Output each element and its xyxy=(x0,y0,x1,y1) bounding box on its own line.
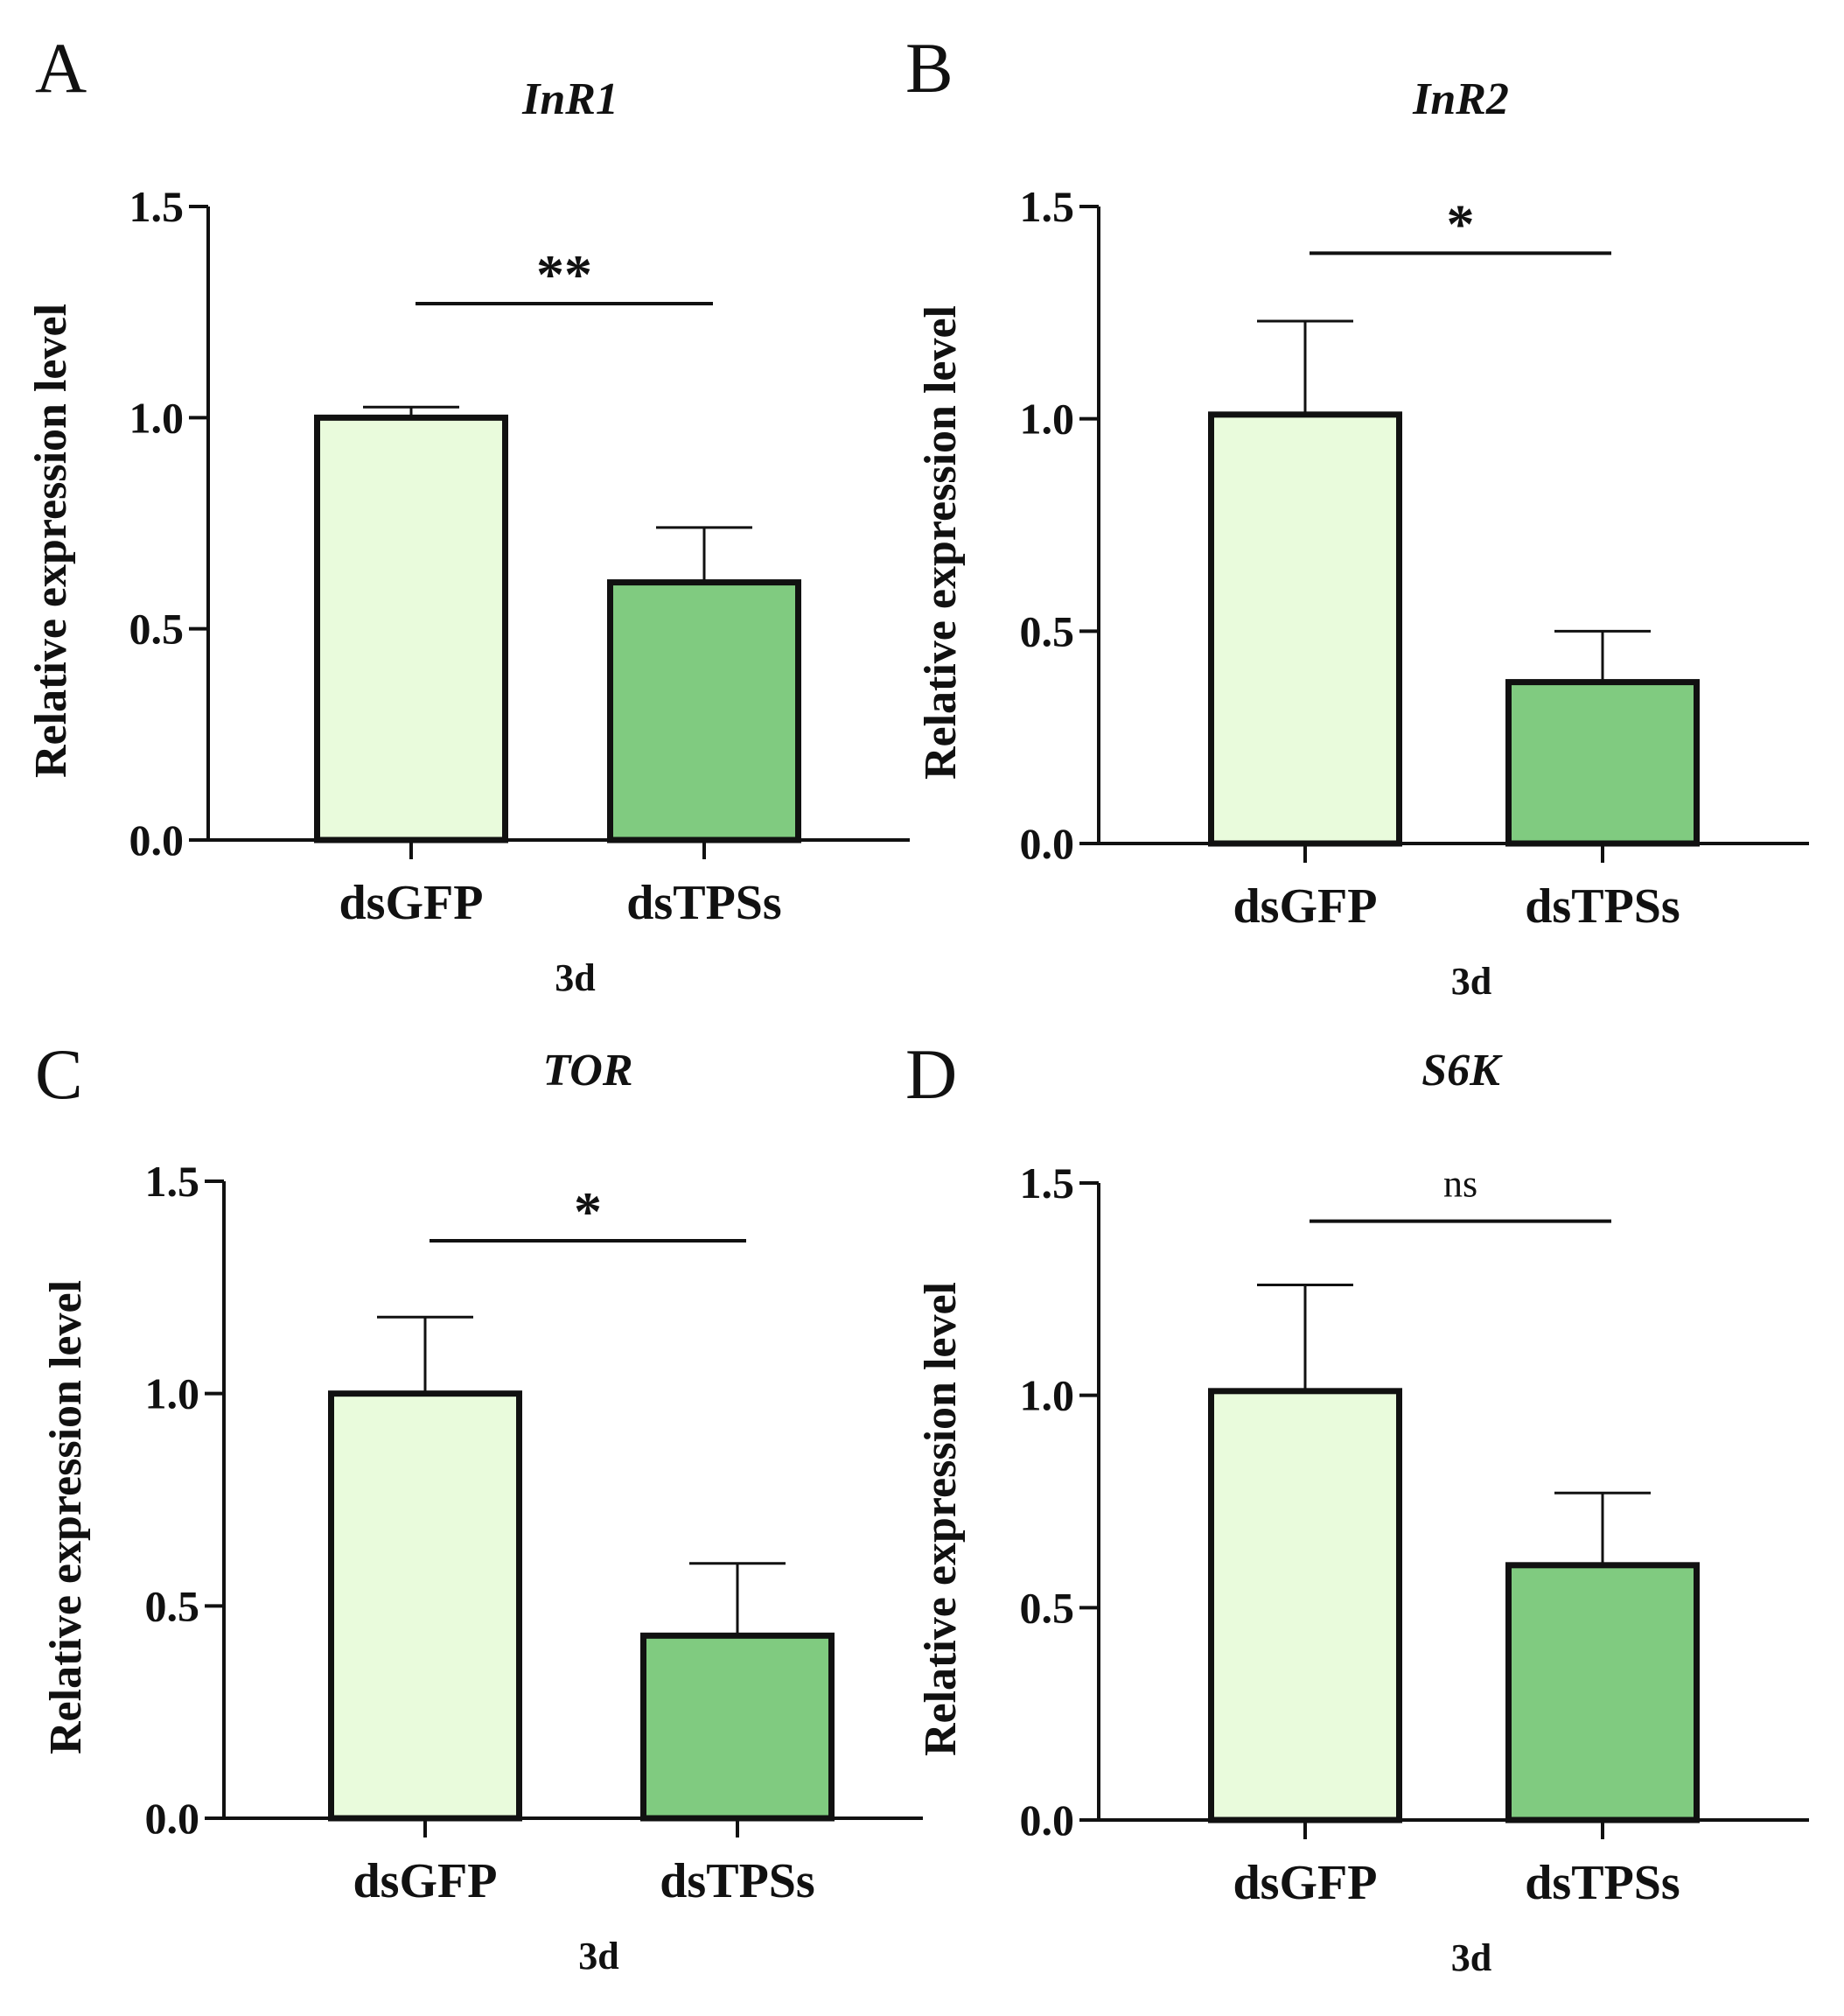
chart-title: S6K xyxy=(1421,1046,1503,1096)
x-axis-title: 3d xyxy=(1451,1936,1491,1979)
y-tick-label: 1.5 xyxy=(145,1157,200,1206)
x-axis-title: 3d xyxy=(555,956,595,999)
y-tick-label: 1.5 xyxy=(1020,182,1075,231)
bar-dsgfp xyxy=(328,1390,522,1822)
panel-d: D S6K 0.0 0.5 1.0 1.5 Relative expression leve… xyxy=(905,1034,1809,1979)
y-tick-label: 1.0 xyxy=(145,1369,200,1418)
panel-b: B InR2 0.0 0.5 1.0 1.5 Relative expression lev… xyxy=(905,28,1809,1003)
y-tick-label: 0.0 xyxy=(145,1794,200,1843)
y-tick-label: 0.5 xyxy=(129,605,185,654)
panel-letter: B xyxy=(905,28,953,108)
y-tick-label: 1.0 xyxy=(1020,1371,1075,1420)
x-tick-label: dsGFP xyxy=(339,876,484,930)
bar-dstpss xyxy=(640,1632,835,1822)
x-axis-title: 3d xyxy=(1451,960,1491,1003)
significance-label: * xyxy=(574,1180,602,1242)
y-tick-label: 0.0 xyxy=(129,816,185,864)
x-tick-label: dsGFP xyxy=(353,1854,498,1908)
bar-dsgfp xyxy=(1208,411,1402,847)
x-tick-label: dsTPSs xyxy=(626,876,781,930)
x-tick-label: dsTPSs xyxy=(1525,1856,1680,1910)
chart-title: InR1 xyxy=(521,74,618,124)
y-axis-title: Relative expression level xyxy=(26,304,76,778)
chart-title: InR2 xyxy=(1412,74,1509,124)
y-axis-title: Relative expression level xyxy=(916,305,966,780)
significance-label: * xyxy=(1447,192,1475,255)
panel-letter: D xyxy=(905,1034,957,1114)
panel-letter: A xyxy=(35,28,87,108)
significance-label: ** xyxy=(536,243,592,305)
x-axis-title: 3d xyxy=(578,1935,618,1978)
y-tick-label: 0.5 xyxy=(1020,606,1075,655)
y-axis-title: Relative expression level xyxy=(916,1282,966,1756)
y-axis-title: Relative expression level xyxy=(41,1280,91,1754)
panel-letter: C xyxy=(35,1034,83,1114)
bar-dstpss xyxy=(1505,679,1700,847)
x-tick-label: dsTPSs xyxy=(1525,879,1680,934)
x-tick-label: dsGFP xyxy=(1233,879,1378,934)
y-tick-label: 1.5 xyxy=(1020,1158,1075,1208)
y-tick-label: 1.0 xyxy=(1020,395,1075,444)
bar-dsgfp xyxy=(314,414,508,844)
y-tick-label: 1.0 xyxy=(129,393,185,442)
significance-label: ns xyxy=(1443,1163,1477,1206)
bar-dstpss xyxy=(607,579,801,844)
y-tick-label: 0.5 xyxy=(1020,1583,1075,1632)
x-tick-label: dsGFP xyxy=(1233,1856,1378,1910)
chart-title: TOR xyxy=(542,1046,632,1096)
y-tick-label: 0.0 xyxy=(1020,1796,1075,1844)
bar-dsgfp xyxy=(1208,1388,1402,1824)
bar-dstpss xyxy=(1505,1562,1700,1824)
panel-c: C TOR 0.0 0.5 1.0 1.5 Relative expression leve… xyxy=(35,1034,923,1978)
y-tick-label: 0.5 xyxy=(145,1581,200,1630)
panel-a: A InR1 0.0 0.5 1.0 1.5 Relative expression lev… xyxy=(26,28,910,999)
x-tick-label: dsTPSs xyxy=(660,1854,814,1908)
y-tick-label: 1.5 xyxy=(129,182,185,231)
y-tick-label: 0.0 xyxy=(1020,819,1075,868)
